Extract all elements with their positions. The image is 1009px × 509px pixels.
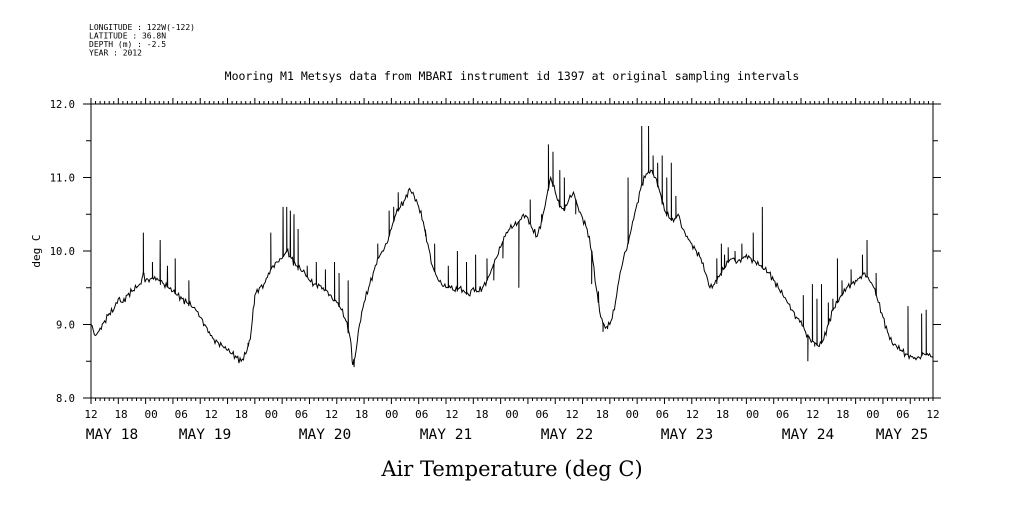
x-hour-label: 00: [626, 408, 639, 421]
y-tick-label: 9.0: [56, 320, 75, 332]
x-hour-label: 18: [355, 408, 368, 421]
x-hour-label: 18: [235, 408, 248, 421]
x-hour-label: 06: [175, 408, 188, 421]
x-hour-label: 00: [145, 408, 158, 421]
x-hour-label: 06: [656, 408, 669, 421]
x-hour-label: 06: [415, 408, 428, 421]
y-tick-label: 11.0: [50, 173, 75, 185]
y-axis-label: deg C: [30, 234, 43, 267]
series-line: [90, 126, 934, 368]
x-hour-label: 18: [596, 408, 609, 421]
x-hour-label: 18: [114, 408, 127, 421]
x-hour-label: 06: [535, 408, 548, 421]
x-hour-label: 12: [566, 408, 579, 421]
x-hour-label: 00: [746, 408, 759, 421]
x-hour-label: 12: [325, 408, 338, 421]
header-line: YEAR : 2012: [89, 49, 142, 58]
x-day-label: MAY 23: [661, 427, 713, 443]
x-day-label: MAY 22: [541, 427, 593, 443]
x-day-label: MAY 19: [179, 427, 231, 443]
x-hour-label: 00: [505, 408, 518, 421]
x-day-labels: MAY 18 MAY 19 MAY 20 MAY 21 MAY 22 MAY 23 MAY …: [86, 427, 928, 443]
x-day-label: MAY 21: [420, 427, 472, 443]
x-hour-label: 12: [926, 408, 939, 421]
x-hour-label: 00: [866, 408, 879, 421]
x-hour-label: 18: [475, 408, 488, 421]
chart-title: Mooring M1 Metsys data from MBARI instru…: [225, 69, 800, 83]
y-tick-label: 8.0: [56, 393, 75, 405]
x-hour-label: 00: [385, 408, 398, 421]
x-axis-ticks: [90, 98, 934, 404]
plot-frame: [90, 103, 934, 399]
x-day-label: MAY 25: [876, 427, 928, 443]
plot-border: [90, 103, 934, 399]
y-tick-label: 12.0: [50, 99, 75, 111]
y-tick-label: 10.0: [50, 246, 75, 258]
x-hour-labels: 12 18 00 06 12 18 00 06 12 18 00 06 12 18 00 06 12 18 00 06…: [84, 408, 939, 421]
x-hour-label: 18: [716, 408, 729, 421]
x-axis-title: Air Temperature (deg C): [380, 457, 642, 481]
x-hour-label: 06: [776, 408, 789, 421]
x-hour-label: 12: [806, 408, 819, 421]
x-hour-label: 12: [686, 408, 699, 421]
x-day-label: MAY 24: [782, 427, 835, 443]
x-hour-label: 00: [265, 408, 278, 421]
x-hour-label: 06: [295, 408, 308, 421]
header-line: LONGITUDE : 122W(-122): [89, 23, 195, 32]
x-hour-label: 18: [836, 408, 849, 421]
series-air-temperature: [90, 126, 934, 368]
x-hour-label: 12: [445, 408, 458, 421]
x-day-label: MAY 20: [299, 427, 351, 443]
x-day-label: MAY 18: [86, 427, 138, 443]
header-line: DEPTH (m) : -2.5: [89, 40, 166, 49]
x-hour-label: 06: [896, 408, 909, 421]
x-hour-label: 12: [205, 408, 218, 421]
y-axis-ticks: 8.0 9.0 10.0 11.0 12.0: [50, 99, 941, 405]
header-line: LATITUDE : 36.8N: [89, 32, 166, 41]
x-hour-label: 12: [84, 408, 97, 421]
header-metadata: LONGITUDE : 122W(-122)LATITUDE : 36.8NDE…: [89, 23, 195, 58]
